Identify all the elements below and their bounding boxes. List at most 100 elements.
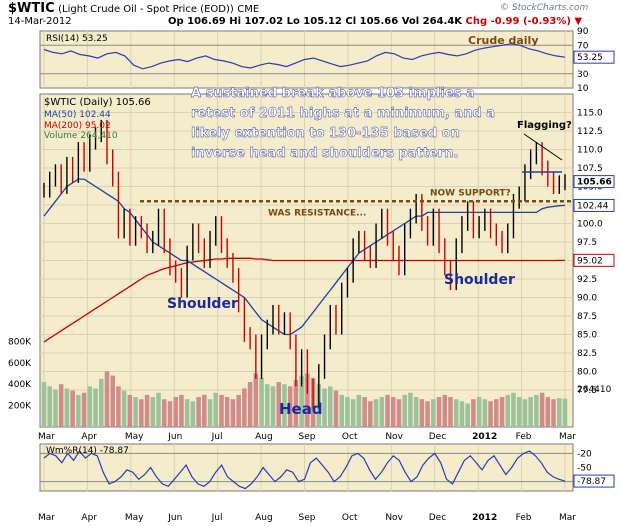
price-legend-title: $WTIC (Daily) 105.66 <box>44 97 151 108</box>
volume-bar <box>224 397 230 427</box>
volume-bar <box>442 394 448 427</box>
volume-bar <box>202 394 207 427</box>
ma50-line <box>43 178 566 336</box>
left-shoulder-label: Shoulder <box>167 296 238 312</box>
volume-value: Vol 264.4K <box>401 16 463 27</box>
volume-bar <box>161 399 167 427</box>
volume-bar <box>436 397 442 427</box>
rsi-title: RSI(14) 53.25 <box>46 34 108 44</box>
price-tick-label: 97.5 <box>577 238 597 248</box>
volume-bar <box>551 399 556 427</box>
volume-bar <box>133 397 138 427</box>
instrument-title: (Light Crude Oil - Spot Price (EOD)) <box>58 4 234 15</box>
volume-bar <box>121 390 127 427</box>
wm-x-axis-label: Feb <box>516 513 532 523</box>
wm-x-axis-label: Oct <box>342 513 358 523</box>
volume-bar <box>76 394 81 427</box>
down-arrow-icon: ▼ <box>574 16 583 27</box>
volume-bar <box>282 384 287 427</box>
x-axis-label: Oct <box>342 432 358 442</box>
price-tick-label: 90.0 <box>577 294 597 304</box>
flag-upper-line <box>523 133 563 161</box>
volume-bar <box>402 394 407 427</box>
volume-bar <box>219 394 224 427</box>
volume-bar <box>305 373 310 427</box>
wm-last-value: -78.87 <box>577 477 606 487</box>
ma200-legend: MA(200) 95.02 <box>44 121 111 131</box>
price-badge <box>573 175 615 189</box>
x-axis-label: May <box>125 432 144 442</box>
price-tick-label: 112.5 <box>577 127 603 137</box>
volume-bar <box>419 399 425 427</box>
x-axis-label: Jul <box>211 432 223 442</box>
wm-x-axis-label: Jun <box>167 513 182 523</box>
volume-bar <box>545 397 551 427</box>
x-axis-label: Sep <box>299 432 316 442</box>
volume-bar <box>499 397 505 427</box>
volume-bar <box>425 401 430 427</box>
volume-bar <box>276 382 282 427</box>
volume-bar <box>247 382 253 427</box>
volume-bar <box>333 390 339 427</box>
volume-bar <box>127 394 133 427</box>
callout-text: likely extention to 130-135 based on <box>191 126 460 141</box>
volume-bar <box>379 397 385 427</box>
volume-bar <box>213 392 219 427</box>
exchange: CME <box>237 4 260 15</box>
was-resistance-label: WAS RESISTANCE... <box>268 208 366 218</box>
volume-bar <box>265 384 270 427</box>
volume-tick-label: 600K <box>8 359 32 369</box>
volume-bar <box>356 394 362 427</box>
volume-bar <box>390 397 396 427</box>
volume-bar <box>41 382 47 427</box>
volume-bar <box>488 401 493 427</box>
wm-tick-label: -50 <box>577 464 592 474</box>
volume-bar <box>431 399 436 427</box>
wm-x-axis-label: 2012 <box>472 513 497 523</box>
volume-bar <box>373 399 379 427</box>
volume-bar <box>522 399 528 427</box>
quote-date: 14-Mar-2012 <box>8 16 72 27</box>
wm-tick-label: -20 <box>577 449 592 459</box>
williams-line <box>43 450 566 490</box>
volume-bar <box>293 379 299 427</box>
price-tick-label: 77.5 <box>577 386 597 396</box>
wm-x-axis-label: Dec <box>429 513 446 523</box>
volume-bar <box>156 392 161 427</box>
callout-text: A sustained break above 103 implies a <box>191 86 475 101</box>
volume-legend: Volume 264,410 <box>44 131 118 141</box>
volume-bar <box>322 388 327 427</box>
price-tick-label: 87.5 <box>577 312 597 322</box>
x-axis-label: Feb <box>516 432 532 442</box>
change-value: Chg -0.99 (-0.93%) <box>465 16 571 27</box>
volume-bar <box>167 401 173 427</box>
volume-bar <box>196 397 201 427</box>
x-axis-label: Nov <box>385 432 403 442</box>
volume-bar <box>539 392 545 427</box>
wm-x-axis-label: Mar <box>559 513 576 523</box>
volume-bar <box>453 399 459 427</box>
volume-bar <box>150 397 156 427</box>
volume-bar <box>350 399 356 427</box>
volume-bar <box>179 394 184 427</box>
volume-bar <box>494 399 499 427</box>
price-tick-label: 110.0 <box>577 146 603 156</box>
rsi-tick-label: 70 <box>577 41 589 51</box>
volume-bar <box>116 386 121 427</box>
price-tick-label: 115.0 <box>577 109 603 119</box>
volume-bar <box>207 399 213 427</box>
x-axis-label: Apr <box>81 432 97 442</box>
volume-tick-label: 200K <box>8 402 32 412</box>
volume-bar <box>362 397 367 427</box>
volume-bar <box>110 375 115 427</box>
rsi-line <box>43 43 566 70</box>
volume-bar <box>184 399 190 427</box>
volume-bar <box>327 386 333 427</box>
volume-bar <box>47 386 52 427</box>
rsi-tick-label: 90 <box>577 27 589 37</box>
volume-bar <box>287 386 293 427</box>
volume-bar <box>516 397 522 427</box>
wm-x-axis-label: Apr <box>81 513 97 523</box>
volume-bar <box>465 403 470 427</box>
